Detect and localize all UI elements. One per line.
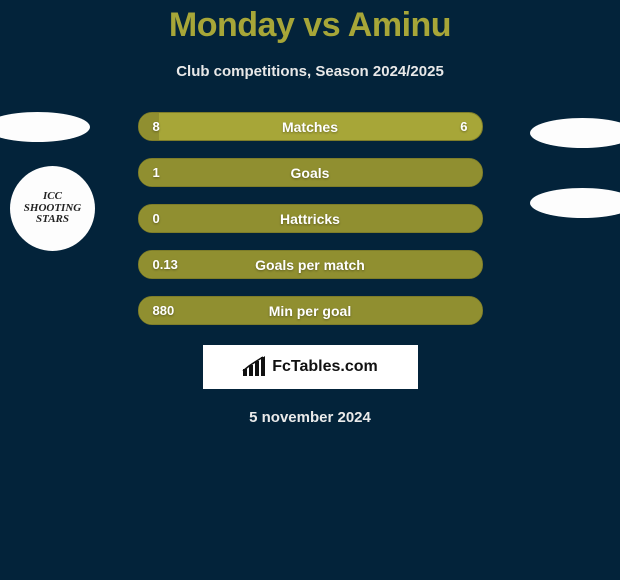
brand-name: FcTables.com — [272, 358, 378, 376]
team-badge-ellipse — [0, 112, 90, 142]
stat-row: 0.13Goals per match — [138, 250, 483, 279]
stat-right-value: 6 — [460, 119, 467, 134]
stat-label: Matches — [139, 119, 482, 135]
subtitle: Club competitions, Season 2024/2025 — [0, 63, 620, 80]
team-badge-circle: ICC SHOOTING STARS — [10, 166, 95, 251]
page-title: Monday vs Aminu — [0, 0, 620, 45]
brand-box[interactable]: FcTables.com — [203, 345, 418, 389]
stat-label: Hattricks — [139, 211, 482, 227]
team-badge-ellipse — [530, 118, 620, 148]
team-badge-ellipse — [530, 188, 620, 218]
stat-row: 0Hattricks — [138, 204, 483, 233]
stats-list: 8Matches6 1Goals 0Hattricks 0.13Goals per m… — [138, 112, 483, 325]
stat-row: 880Min per goal — [138, 296, 483, 325]
stat-label: Goals — [139, 165, 482, 181]
chart-icon — [242, 356, 268, 378]
content-area: ICC SHOOTING STARS 8Matches6 1Goals 0Hattr… — [0, 112, 620, 426]
stat-row: 8Matches6 — [138, 112, 483, 141]
stat-label: Goals per match — [139, 257, 482, 273]
left-badges: ICC SHOOTING STARS — [0, 112, 120, 251]
stat-row: 1Goals — [138, 158, 483, 187]
stat-label: Min per goal — [139, 303, 482, 319]
right-badges — [500, 112, 620, 218]
footer-date: 5 november 2024 — [0, 409, 620, 426]
